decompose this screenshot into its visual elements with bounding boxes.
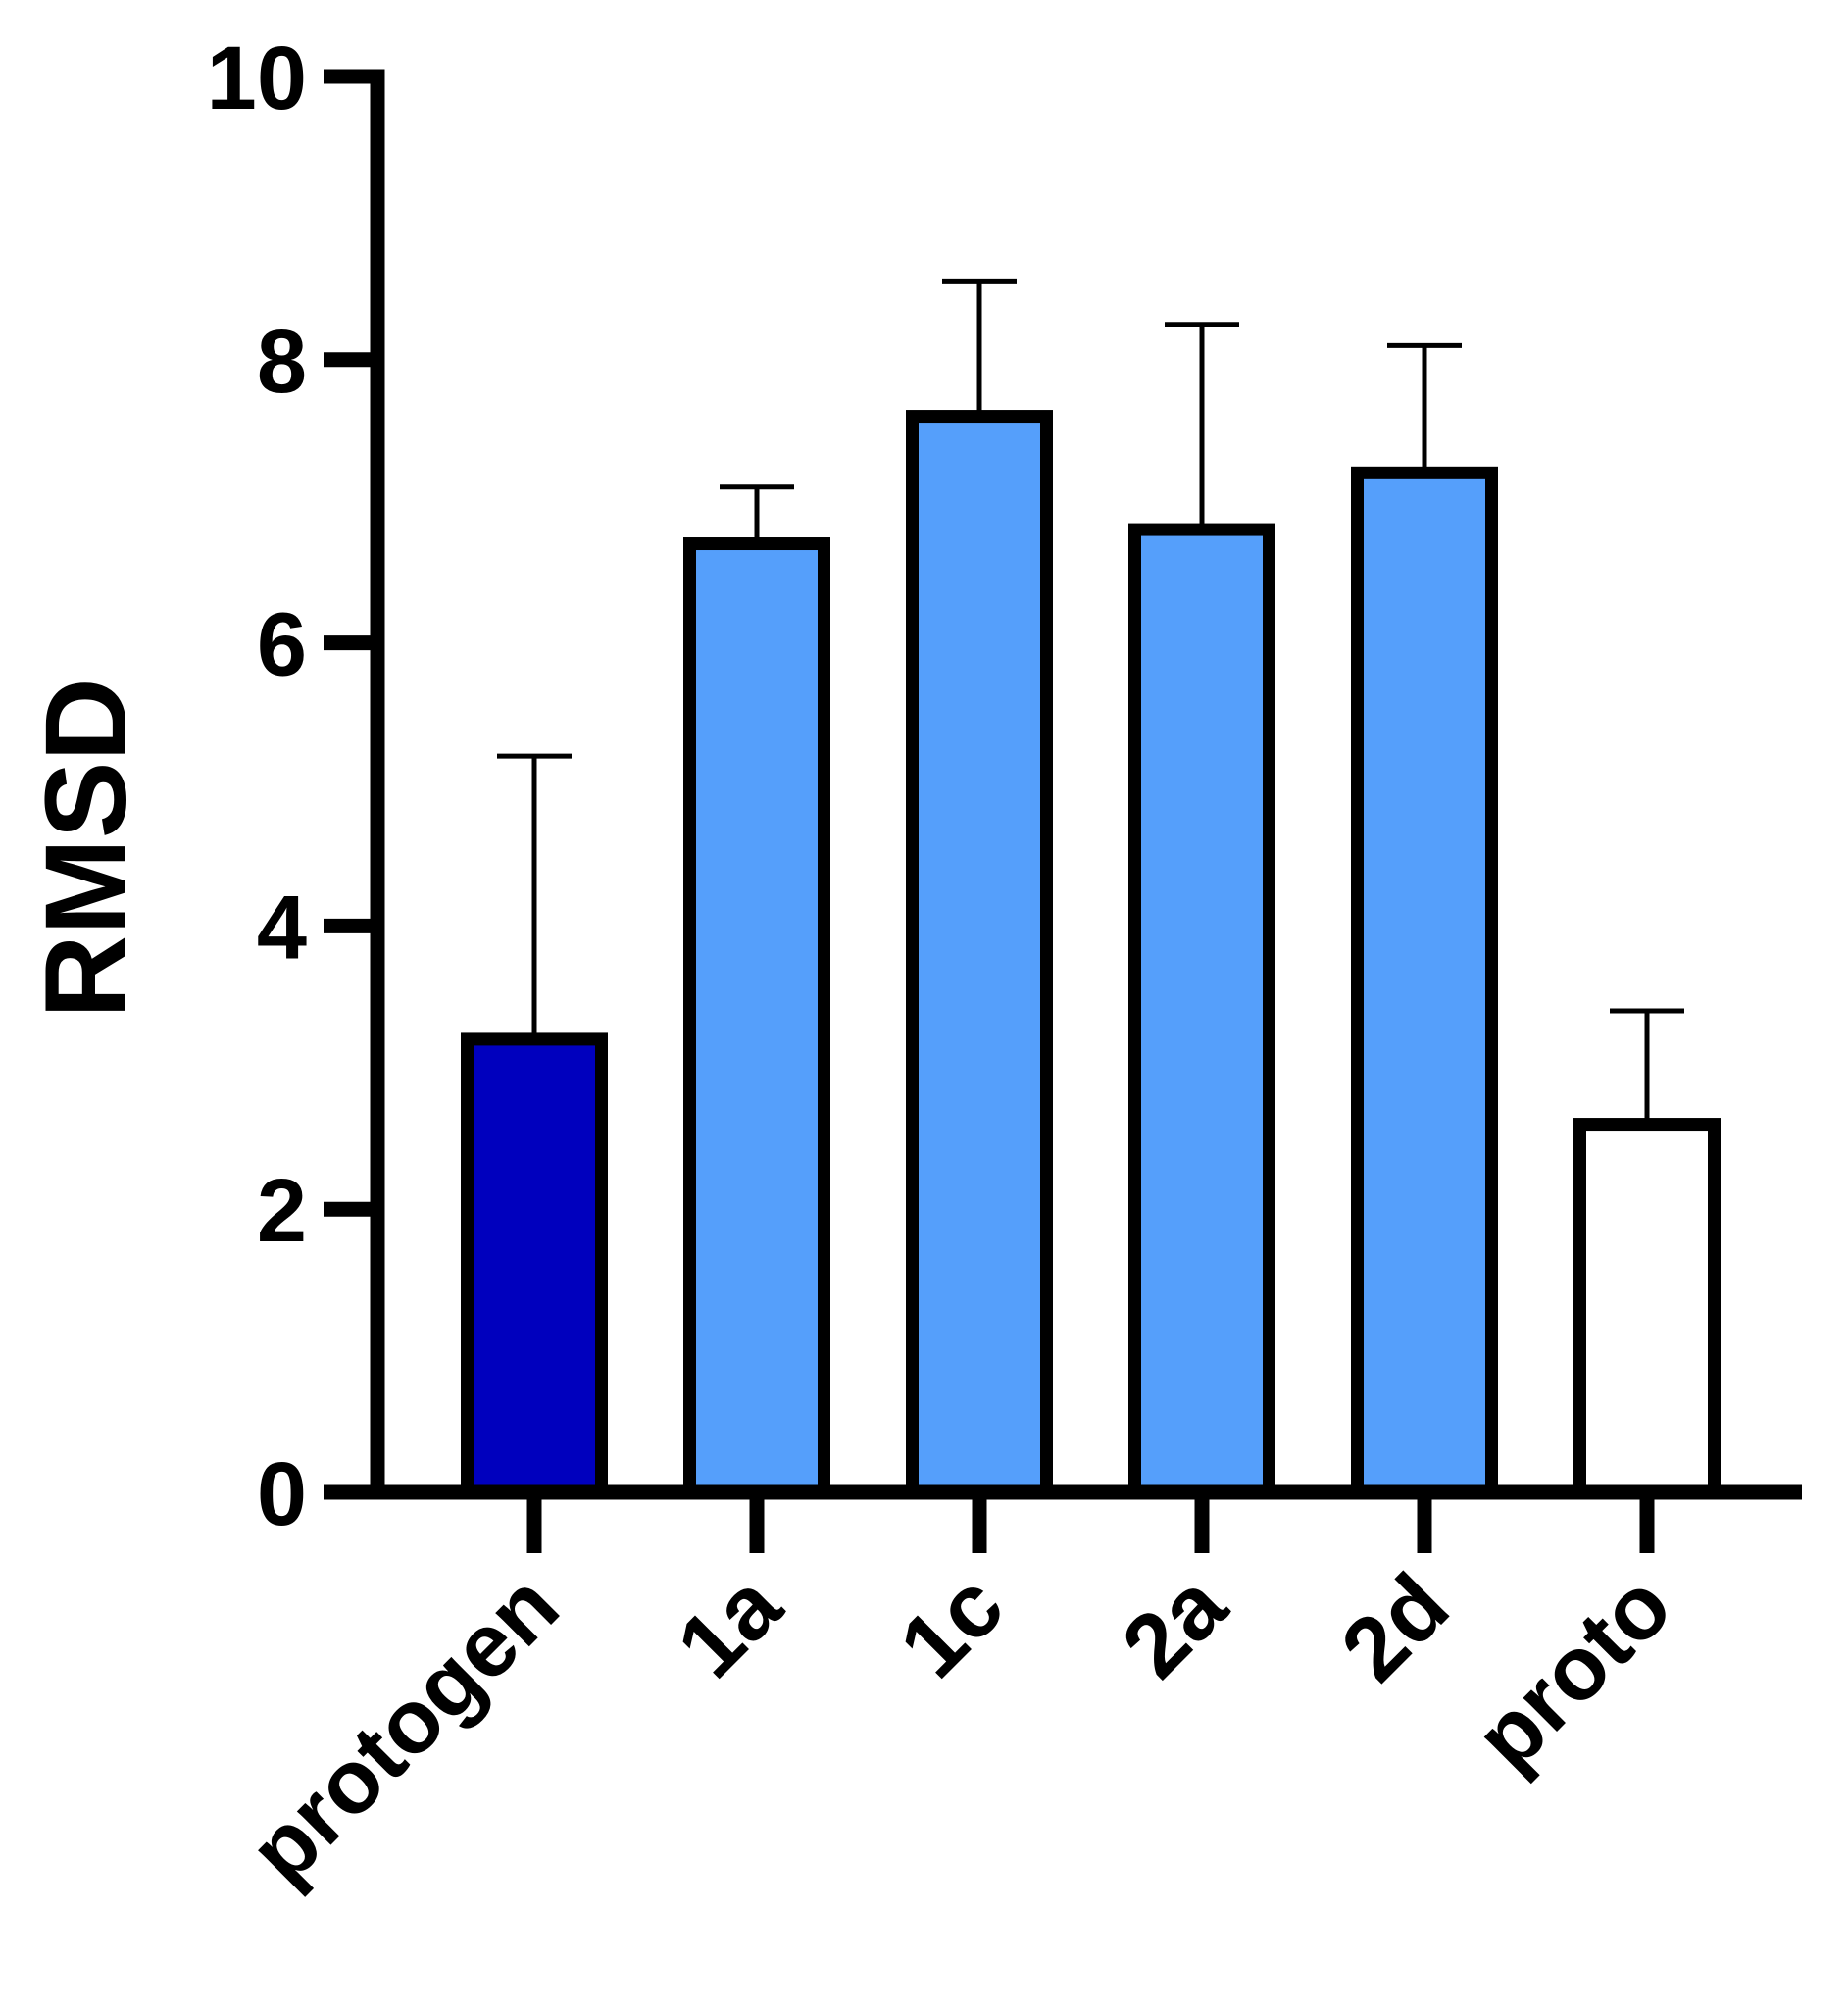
y-tick-label: 0 (257, 1444, 307, 1544)
bar-2a (1128, 523, 1275, 1499)
y-tick-label: 8 (257, 312, 307, 412)
x-category-label: 2d (1323, 1555, 1468, 1700)
bar-1c (906, 410, 1053, 1499)
axes-layer (370, 69, 1802, 1500)
y-tick-label: 4 (257, 878, 307, 978)
bar-protogen (461, 1032, 608, 1499)
error-bars-layer (497, 278, 1684, 1125)
bar-1a (683, 537, 830, 1499)
bar-proto (1573, 1118, 1721, 1499)
bars-layer (461, 410, 1721, 1499)
x-category-label: proto (1457, 1555, 1690, 1788)
x-category-label: 1a (659, 1554, 801, 1696)
y-tick-label: 6 (257, 595, 307, 695)
x-category-label: 2a (1104, 1554, 1246, 1696)
x-category-label: 1c (881, 1555, 1023, 1696)
y-axis-title: RMSD (22, 678, 151, 1018)
y-tick-label: 10 (207, 28, 307, 128)
bar-2d (1351, 466, 1498, 1499)
x-category-label: protogen (230, 1555, 577, 1902)
y-ticks-layer: 0 2 4 6 8 10 (207, 28, 377, 1544)
y-tick-label: 2 (257, 1161, 307, 1261)
